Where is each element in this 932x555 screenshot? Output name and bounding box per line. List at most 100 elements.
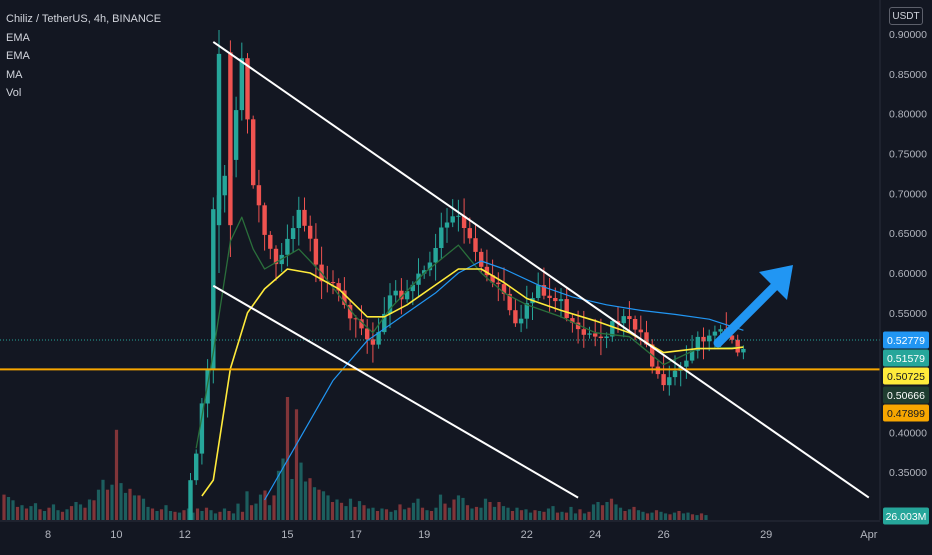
volume-bar xyxy=(609,498,614,520)
volume-bar xyxy=(74,502,78,520)
volume-bar xyxy=(510,511,515,520)
volume-bar xyxy=(519,510,524,520)
candle-body xyxy=(627,316,632,319)
volume-bar xyxy=(33,503,38,520)
candle-body xyxy=(570,318,575,323)
trendline-upper xyxy=(212,41,870,499)
volume-bar xyxy=(353,506,357,520)
volume-bar xyxy=(456,495,461,520)
candle-body xyxy=(336,283,341,291)
volume-bar xyxy=(704,515,708,520)
volume-bar xyxy=(470,508,474,520)
volume-bar xyxy=(434,507,438,520)
volume-bar xyxy=(375,511,380,520)
volume-bar xyxy=(308,478,312,520)
time-tick-label: 15 xyxy=(281,529,293,541)
volume-bar xyxy=(618,507,623,520)
volume-bar xyxy=(254,503,258,520)
candle-body xyxy=(313,238,319,265)
price-label-text: 0.50725 xyxy=(887,371,925,383)
price-label-text: 0.51579 xyxy=(887,353,925,365)
candle-body xyxy=(536,285,541,298)
time-tick-label: 17 xyxy=(350,529,362,541)
indicator-label-ema-fast[interactable]: EMA xyxy=(6,31,30,44)
volume-bar xyxy=(465,505,470,520)
volume-bar xyxy=(249,505,254,520)
volume-bar xyxy=(245,491,249,520)
volume-bar xyxy=(326,495,330,520)
volume-bar xyxy=(492,506,497,520)
candle-body xyxy=(376,332,381,345)
price-tick-label: 0.40000 xyxy=(889,427,927,439)
candle-body xyxy=(718,329,723,332)
candle-body xyxy=(490,275,495,283)
volume-bar xyxy=(587,511,591,520)
volume-bar xyxy=(461,497,465,520)
volume-bar xyxy=(600,505,605,520)
candle-body xyxy=(302,209,307,226)
symbol-title[interactable]: Chiliz / TetherUS, 4h, BINANCE xyxy=(6,13,162,25)
candle-body xyxy=(393,290,398,296)
volume-bar xyxy=(213,513,218,520)
volume-bar xyxy=(240,511,245,520)
volume-bar xyxy=(231,513,236,520)
volume-bar xyxy=(636,510,641,520)
volume-bar xyxy=(222,508,227,520)
volume-bar xyxy=(393,510,398,520)
time-tick-label: 8 xyxy=(45,529,51,541)
volume-bar xyxy=(524,509,528,520)
volume-bar xyxy=(632,506,636,520)
candle-body xyxy=(308,225,313,239)
time-tick-label: Apr xyxy=(860,529,877,541)
ema-slow-line xyxy=(195,216,744,449)
volume-bar xyxy=(528,512,533,520)
volume-bar xyxy=(483,498,488,520)
volume-bar xyxy=(686,512,690,520)
candle-body xyxy=(262,205,267,235)
volume-bar xyxy=(681,513,686,520)
candle-body xyxy=(359,319,364,329)
candle-body xyxy=(427,262,433,271)
candle-body xyxy=(347,304,353,319)
candle-body xyxy=(581,329,586,335)
volume-bar xyxy=(506,507,510,520)
price-label-box xyxy=(883,331,929,349)
candle-body xyxy=(216,53,222,226)
candle-body xyxy=(387,295,393,314)
candle-body xyxy=(233,110,239,160)
candle-body xyxy=(273,248,279,265)
candle-body xyxy=(422,270,427,274)
volume-bar xyxy=(51,504,56,520)
time-tick-label: 24 xyxy=(589,529,601,541)
candle-body xyxy=(564,299,569,318)
candle-body xyxy=(684,360,689,367)
trendline-lower xyxy=(212,284,579,499)
indicator-label-ema-slow[interactable]: EMA xyxy=(6,50,30,62)
candle-body xyxy=(587,333,592,335)
candle-body xyxy=(245,58,250,120)
volume-bar xyxy=(515,507,519,520)
price-tick-label: 0.85000 xyxy=(889,69,927,81)
candle-body xyxy=(188,480,193,520)
volume-bar xyxy=(281,458,285,520)
volume-bar xyxy=(537,511,542,520)
volume-bar xyxy=(420,507,425,520)
indicator-label-ma[interactable]: MA xyxy=(6,68,23,81)
volume-bar xyxy=(119,483,123,520)
indicator-label-volume[interactable]: Vol xyxy=(6,87,22,99)
volume-bar xyxy=(200,511,204,520)
volume-bar xyxy=(60,511,65,520)
candle-body xyxy=(211,209,216,369)
volume-bar xyxy=(695,515,699,520)
volume-bar xyxy=(294,409,299,520)
volume-bar xyxy=(101,479,105,520)
volume-bar xyxy=(668,514,672,520)
volume-bar xyxy=(20,505,24,520)
currency-unit-button[interactable]: USDT xyxy=(889,7,923,25)
volume-bar xyxy=(402,509,407,520)
volume-bar xyxy=(339,502,344,520)
candle-body xyxy=(450,216,455,223)
price-tick-label: 0.60000 xyxy=(889,268,927,280)
